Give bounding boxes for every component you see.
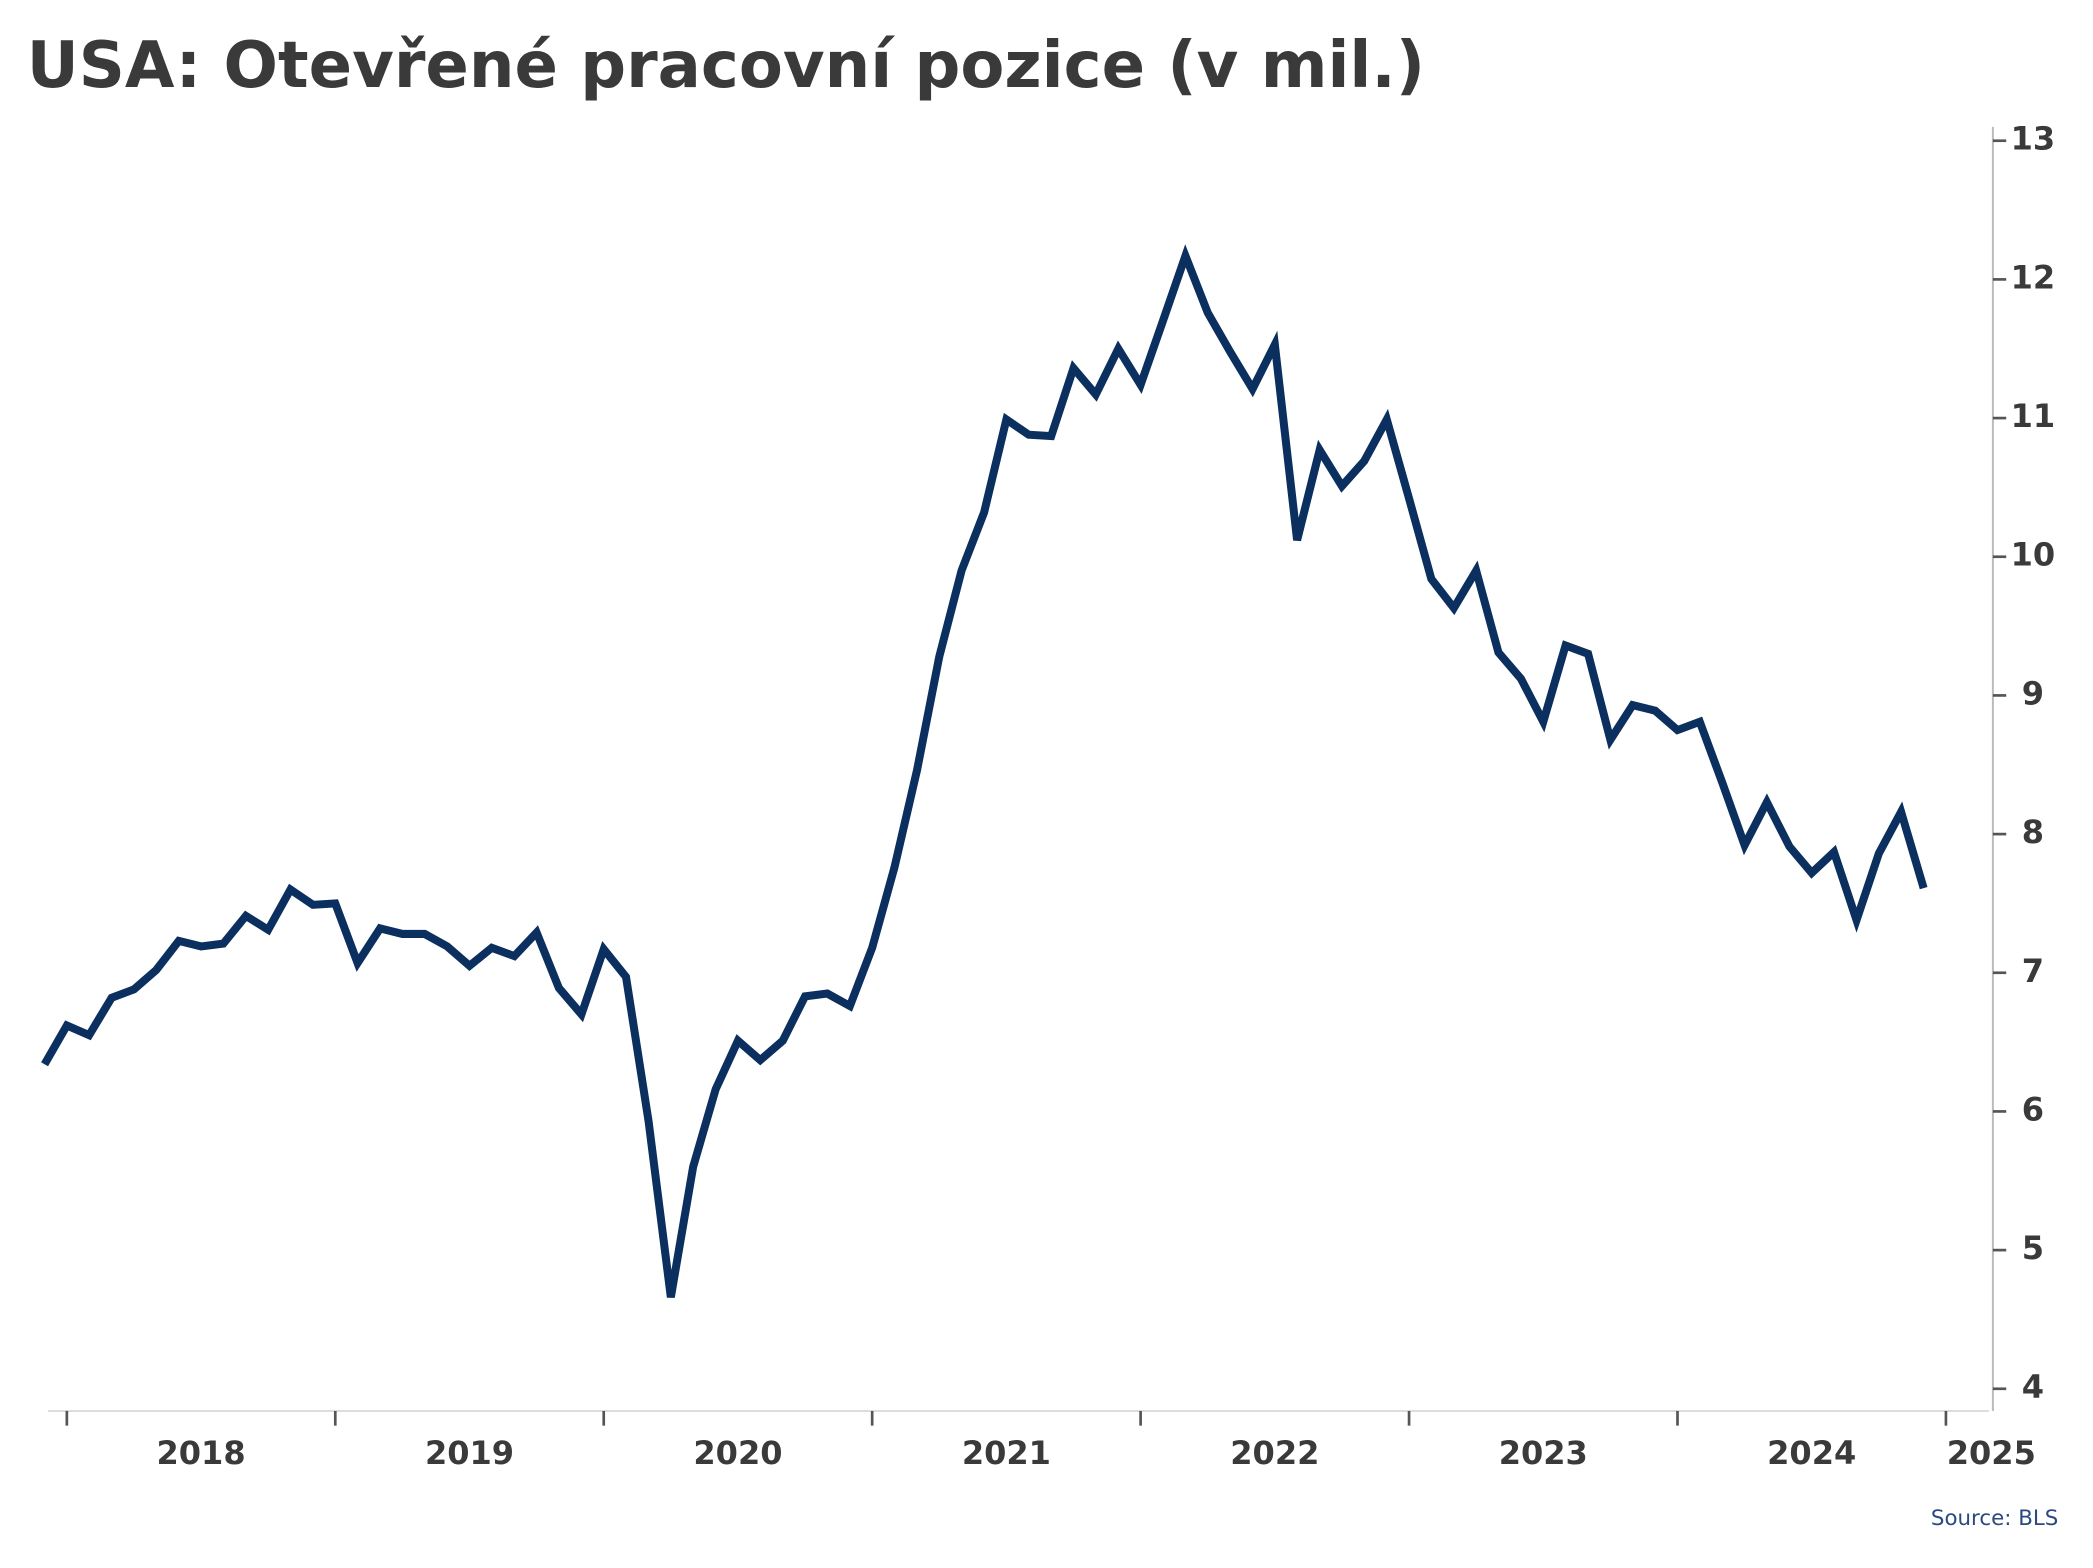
source-note: Source: BLS: [1931, 1506, 2058, 1531]
y-tick-label: 10: [2011, 536, 2056, 574]
y-tick-label: 6: [2022, 1090, 2044, 1128]
x-tick-label: 2018: [157, 1434, 246, 1472]
x-tick-label: 2020: [693, 1434, 782, 1472]
series-line: [41, 244, 1928, 1298]
x-tick-label: 2024: [1767, 1434, 1856, 1472]
x-tick-label: 2023: [1499, 1434, 1588, 1472]
y-tick-label: 12: [2011, 258, 2056, 296]
x-tick-label: 2021: [962, 1434, 1051, 1472]
y-tick-label: 9: [2022, 674, 2044, 712]
y-tick-label: 4: [2022, 1368, 2044, 1406]
x-tick-label: 2019: [425, 1434, 514, 1472]
x-tick-label: 2022: [1230, 1434, 1319, 1472]
y-tick-label: 8: [2022, 813, 2044, 851]
y-tick-label: 13: [2011, 120, 2056, 158]
y-tick-label: 5: [2022, 1229, 2044, 1267]
y-tick-label: 11: [2011, 397, 2056, 435]
x-tick-label: 2025: [1947, 1434, 2036, 1472]
y-tick-label: 7: [2022, 952, 2044, 990]
chart-title: USA: Otevřené pracovní pozice (v mil.): [27, 29, 1425, 103]
